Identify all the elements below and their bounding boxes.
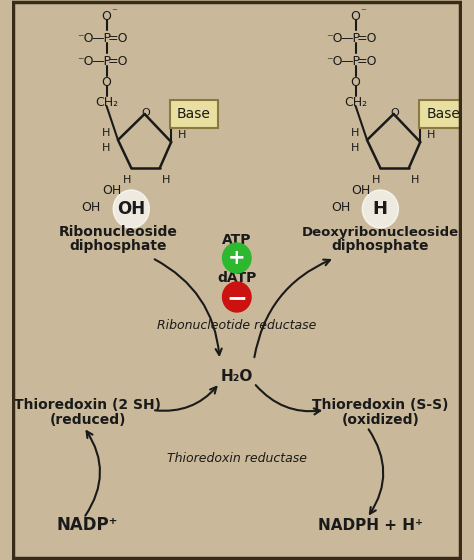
Text: OH: OH bbox=[331, 200, 350, 213]
Text: H: H bbox=[350, 143, 359, 153]
Text: O: O bbox=[390, 108, 399, 118]
FancyBboxPatch shape bbox=[170, 100, 218, 128]
Text: +: + bbox=[228, 248, 246, 268]
Text: O: O bbox=[351, 10, 361, 22]
Text: ⁻: ⁻ bbox=[360, 7, 366, 17]
Text: =O: =O bbox=[357, 31, 377, 44]
Text: ATP: ATP bbox=[222, 233, 252, 247]
FancyBboxPatch shape bbox=[419, 100, 467, 128]
Circle shape bbox=[113, 190, 149, 228]
Circle shape bbox=[222, 243, 251, 273]
Text: NADPH + H⁺: NADPH + H⁺ bbox=[319, 517, 423, 533]
Text: Thioredoxin (2 SH): Thioredoxin (2 SH) bbox=[14, 398, 161, 412]
Text: (reduced): (reduced) bbox=[49, 413, 126, 427]
Text: H: H bbox=[373, 200, 388, 218]
Text: H: H bbox=[123, 175, 132, 185]
Text: CH₂: CH₂ bbox=[95, 96, 118, 109]
Text: —P: —P bbox=[92, 54, 112, 68]
Text: H: H bbox=[427, 130, 435, 140]
Text: H: H bbox=[373, 175, 381, 185]
Text: O: O bbox=[101, 10, 111, 22]
Text: ⁻: ⁻ bbox=[111, 7, 117, 17]
Text: Base: Base bbox=[177, 107, 211, 121]
Text: diphosphate: diphosphate bbox=[69, 239, 167, 253]
Text: ⁻O: ⁻O bbox=[77, 31, 94, 44]
Text: −: − bbox=[226, 286, 247, 310]
Text: Base: Base bbox=[426, 107, 460, 121]
Text: OH: OH bbox=[117, 200, 146, 218]
Text: Deoxyribonucleoside: Deoxyribonucleoside bbox=[302, 226, 459, 239]
Text: OH: OH bbox=[352, 184, 371, 197]
Circle shape bbox=[362, 190, 398, 228]
Text: H: H bbox=[411, 175, 419, 185]
Text: H: H bbox=[101, 128, 110, 138]
Text: ⁻O: ⁻O bbox=[327, 54, 343, 68]
Text: H: H bbox=[177, 130, 186, 140]
Text: Thioredoxin reductase: Thioredoxin reductase bbox=[167, 451, 307, 464]
Text: Ribonucleotide reductase: Ribonucleotide reductase bbox=[157, 319, 317, 332]
Text: diphosphate: diphosphate bbox=[332, 239, 429, 253]
Text: O: O bbox=[141, 108, 150, 118]
Text: ⁻O: ⁻O bbox=[77, 54, 94, 68]
Text: =O: =O bbox=[108, 31, 128, 44]
Text: O: O bbox=[351, 76, 361, 88]
Text: —P: —P bbox=[92, 31, 112, 44]
Text: —P: —P bbox=[341, 54, 361, 68]
Text: dATP: dATP bbox=[217, 271, 256, 285]
Text: O: O bbox=[101, 76, 111, 88]
Text: OH: OH bbox=[82, 200, 101, 213]
Text: Ribonucleoside: Ribonucleoside bbox=[58, 225, 177, 239]
Text: =O: =O bbox=[357, 54, 377, 68]
Text: =O: =O bbox=[108, 54, 128, 68]
Text: H: H bbox=[350, 128, 359, 138]
Text: ⁻O: ⁻O bbox=[327, 31, 343, 44]
Text: (oxidized): (oxidized) bbox=[341, 413, 419, 427]
Text: H₂O: H₂O bbox=[220, 368, 253, 384]
Text: —P: —P bbox=[341, 31, 361, 44]
Text: CH₂: CH₂ bbox=[344, 96, 367, 109]
Text: NADP⁺: NADP⁺ bbox=[57, 516, 118, 534]
Text: H: H bbox=[101, 143, 110, 153]
Text: Thioredoxin (S-S): Thioredoxin (S-S) bbox=[312, 398, 448, 412]
Circle shape bbox=[222, 282, 251, 312]
Text: H: H bbox=[162, 175, 171, 185]
Text: OH: OH bbox=[103, 184, 122, 197]
